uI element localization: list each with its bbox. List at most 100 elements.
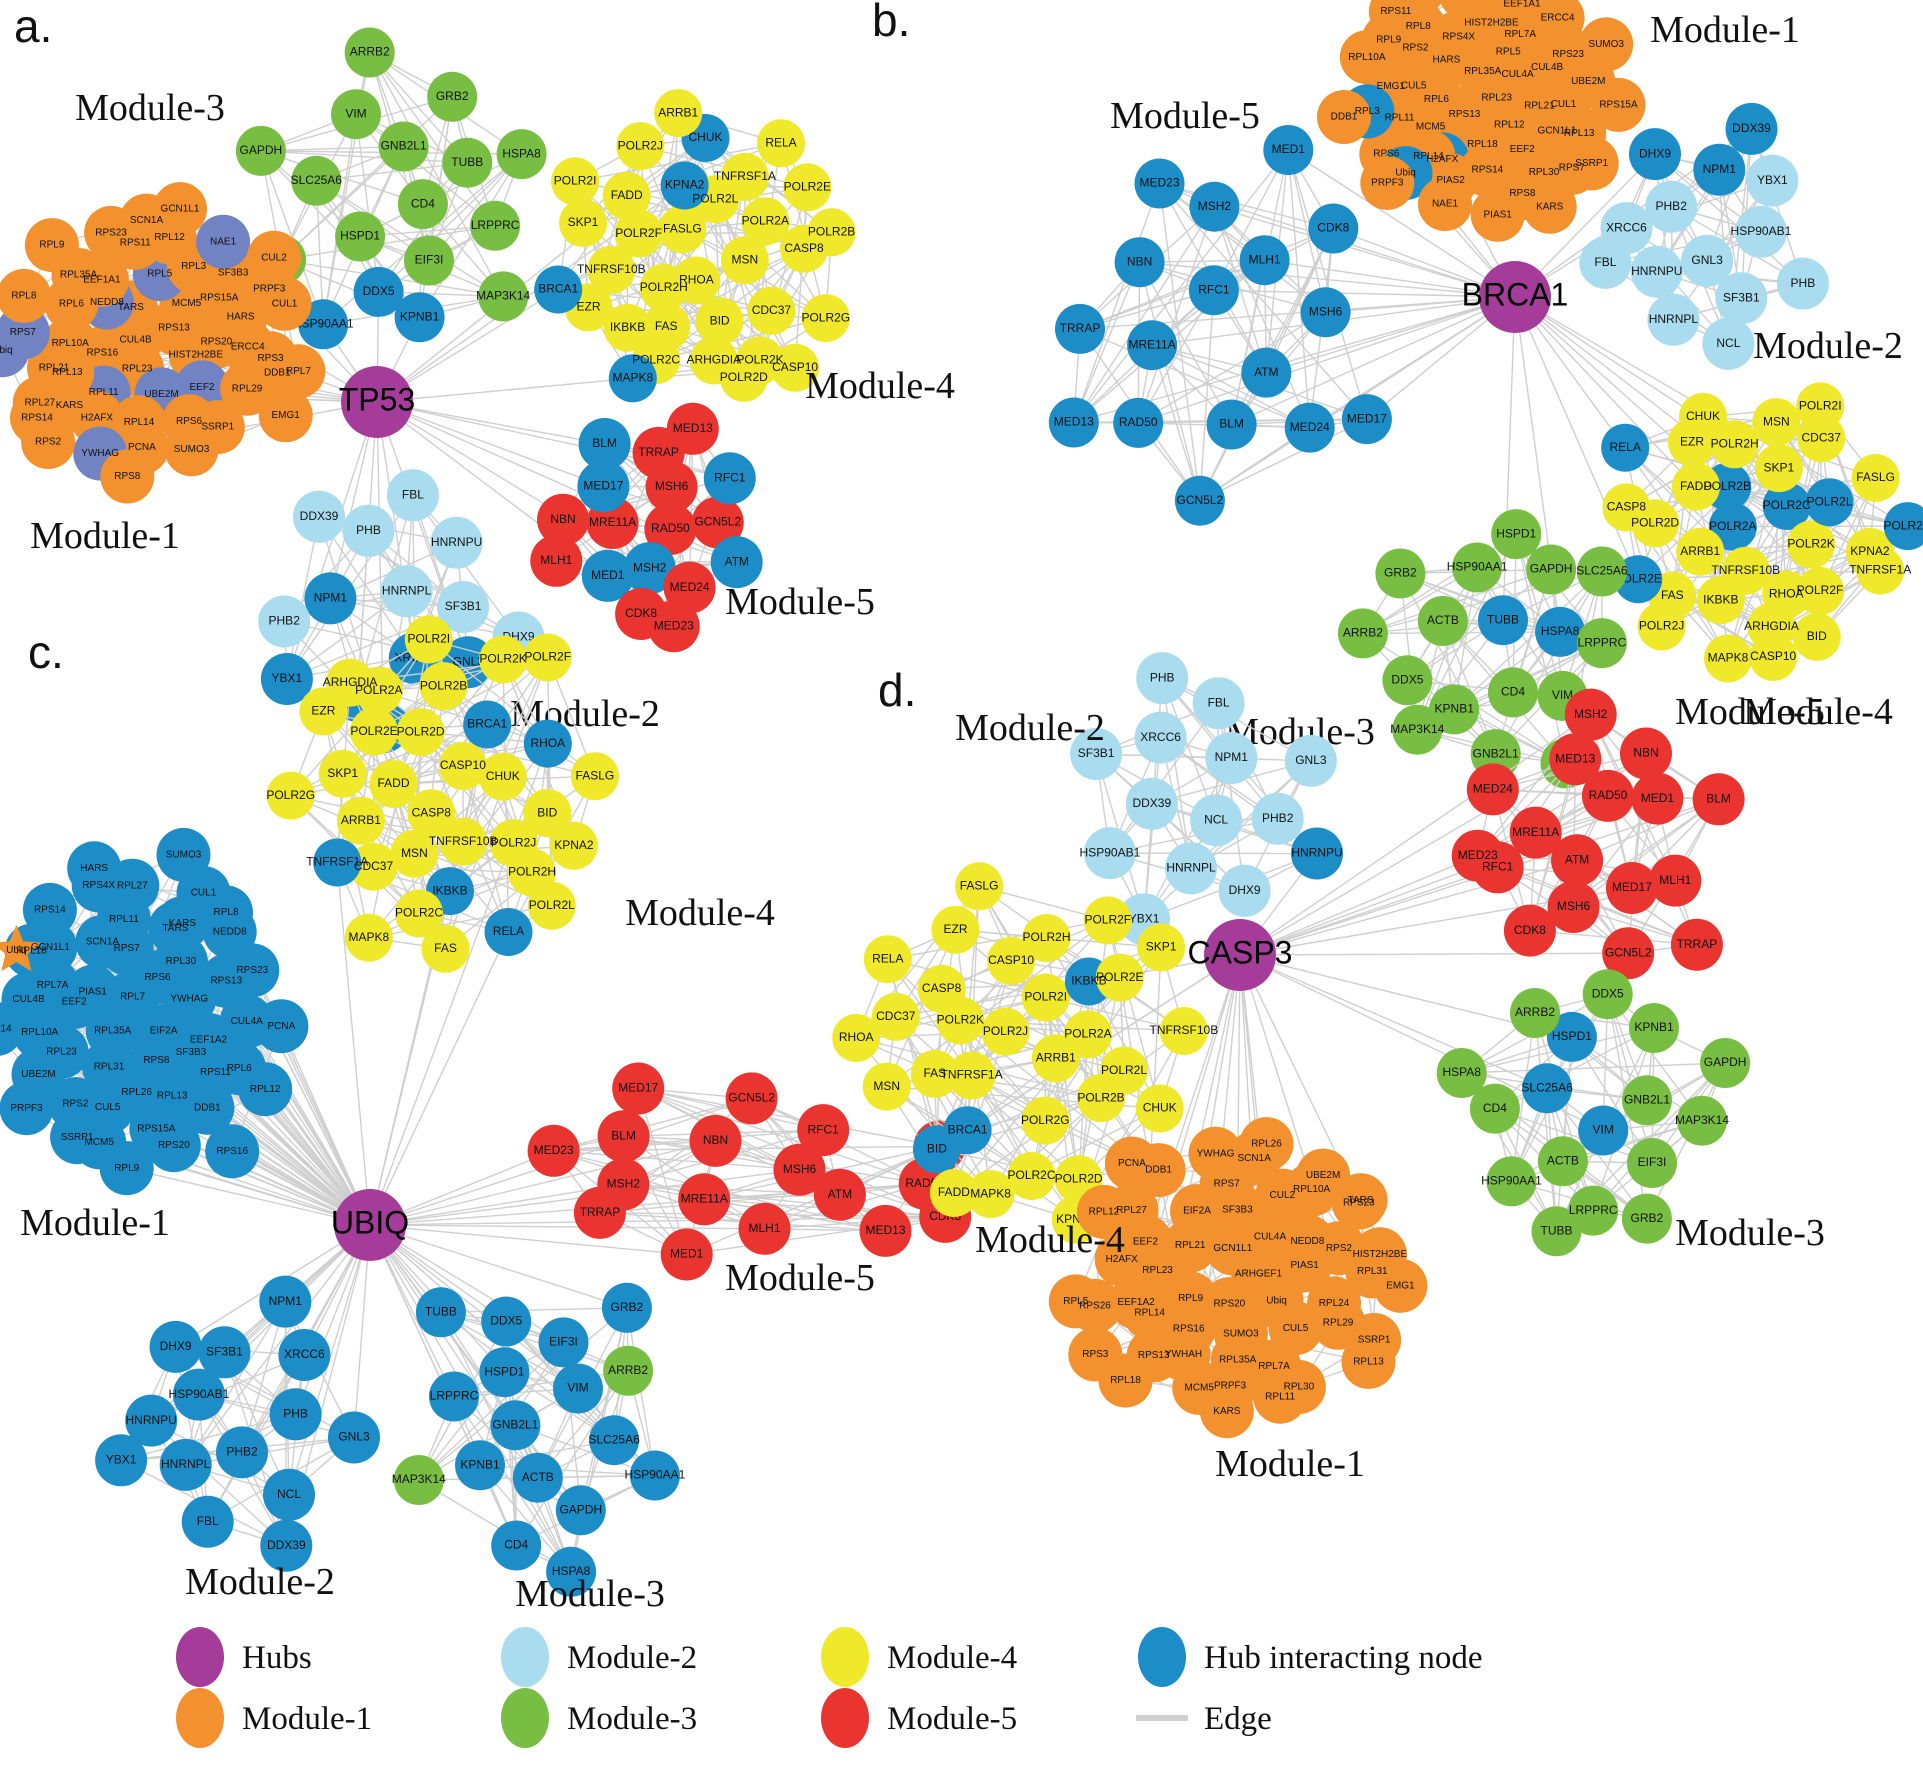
- node-label-RPS16: RPS16: [216, 1146, 248, 1157]
- node-label-RPL21: RPL21: [1175, 1240, 1206, 1251]
- node-label-RPL35A: RPL35A: [94, 1025, 132, 1036]
- node-label-CDC37: CDC37: [752, 303, 792, 317]
- node-label-FBL: FBL: [402, 487, 424, 501]
- node-label-POLR2I: POLR2I: [407, 632, 450, 646]
- node-label-POLR2G: POLR2G: [801, 310, 850, 324]
- node-label-MCM5: MCM5: [1184, 1383, 1214, 1394]
- node-label-SCN1A: SCN1A: [1238, 1153, 1272, 1164]
- node-label-POLR2K: POLR2K: [1787, 537, 1834, 551]
- node-label-POLR2A: POLR2A: [1709, 519, 1756, 533]
- node-label-BID: BID: [1807, 629, 1827, 643]
- node-label-RPL6: RPL6: [1424, 94, 1449, 105]
- node-label-CD4: CD4: [1483, 1101, 1507, 1115]
- node-label-NBN: NBN: [703, 1133, 728, 1147]
- node-label-RPS15A: RPS15A: [200, 292, 239, 303]
- node-label-BRCA1: BRCA1: [948, 1122, 988, 1136]
- node-label-KARS: KARS: [56, 400, 84, 411]
- node-label-RPL23: RPL23: [46, 1046, 77, 1057]
- node-label-GNL3: GNL3: [338, 1430, 370, 1444]
- node-label-HSPD1: HSPD1: [1552, 1029, 1592, 1043]
- node-label-POLR2B: POLR2B: [1077, 1090, 1124, 1104]
- node-label-RPL27: RPL27: [117, 880, 148, 891]
- node-label-POLR2H: POLR2H: [1022, 930, 1070, 944]
- node-label-RPS15A: RPS15A: [137, 1124, 176, 1135]
- node-label-RPS16: RPS16: [1173, 1324, 1205, 1335]
- node-label-POLR2F: POLR2F: [615, 226, 662, 240]
- node-label-RPL14: RPL14: [1413, 151, 1444, 162]
- panel-letter-a: a.: [14, 0, 52, 52]
- node-label-EEF2: EEF2: [1510, 144, 1535, 155]
- node-label-RPL23: RPL23: [1142, 1265, 1173, 1276]
- node-label-MED13: MED13: [1555, 751, 1595, 765]
- node-label-MRE11A: MRE11A: [1512, 825, 1559, 839]
- legend-label: Module-5: [887, 1701, 1017, 1737]
- node-label-KARS: KARS: [169, 918, 197, 929]
- node-label-HARS: HARS: [227, 312, 255, 323]
- node-label-PIAS1: PIAS1: [1484, 209, 1513, 220]
- node-label-HNRNPU: HNRNPU: [431, 535, 482, 549]
- hub-label-TP53: TP53: [339, 381, 415, 417]
- node-label-RPS16: RPS16: [87, 348, 119, 359]
- node-label-TUBB: TUBB: [451, 155, 483, 169]
- legend-item-module-5: Module-5: [821, 1688, 1017, 1748]
- node-label-MAPK8: MAPK8: [612, 370, 653, 384]
- node-label-RPS23: RPS23: [1552, 49, 1584, 60]
- node-label-KARS: KARS: [1536, 201, 1564, 212]
- node-label-FBL: FBL: [197, 1514, 219, 1528]
- node-label-MED24: MED24: [670, 580, 710, 594]
- node-label-DDB1: DDB1: [1331, 112, 1358, 123]
- module-label-c-module-2: Module-2: [185, 1561, 335, 1603]
- node-label-RPL12: RPL12: [250, 1084, 281, 1095]
- node-label-DDX39: DDX39: [267, 1538, 306, 1552]
- node-label-DDX39: DDX39: [1132, 796, 1171, 810]
- node-label-POLR2D: POLR2D: [1631, 515, 1679, 529]
- panel-a: CD4HSPD1GNB2L1EIF3ISLC25A6TUBBDDX5VIMLRP…: [0, 0, 955, 753]
- node-label-CASP8: CASP8: [1607, 500, 1647, 514]
- node-label-HNRNPU: HNRNPU: [126, 1413, 177, 1427]
- node-label-RPS23: RPS23: [95, 228, 127, 239]
- nodes: NCLDDX39NPM1HNRNPLXRCC6PHB2HSP90AB1FBLDH…: [832, 652, 1750, 1438]
- node-label-GRB2: GRB2: [1384, 566, 1417, 580]
- node-label-GAPDH: GAPDH: [1530, 562, 1573, 576]
- node-label-EZR: EZR: [944, 922, 968, 936]
- node-label-SCN1A: SCN1A: [130, 215, 164, 226]
- node-label-SSRP1: SSRP1: [201, 422, 234, 433]
- node-label-DDB1: DDB1: [1145, 1165, 1172, 1176]
- node-label-NPM1: NPM1: [1703, 162, 1737, 176]
- node-label-SLC25A6: SLC25A6: [588, 1432, 640, 1446]
- node-label-RPL8: RPL8: [11, 291, 36, 302]
- node-label-EIF2A: EIF2A: [150, 1026, 178, 1037]
- node-label-RPL26: RPL26: [1251, 1139, 1282, 1150]
- node-label-MSN: MSN: [873, 1079, 900, 1093]
- node-label-SSRP1: SSRP1: [1575, 158, 1608, 169]
- node-label-MSH2: MSH2: [633, 560, 667, 574]
- node-label-GCN1L1: GCN1L1: [1213, 1243, 1252, 1254]
- node-label-RPL14: RPL14: [124, 417, 155, 428]
- node-label-CUL1: CUL1: [191, 888, 217, 899]
- node-label-GRB2: GRB2: [436, 89, 469, 103]
- node-label-RPL27: RPL27: [25, 398, 56, 409]
- node-label-EEF1A2: EEF1A2: [190, 1035, 228, 1046]
- node-label-SUMO3: SUMO3: [166, 850, 202, 861]
- node-label-HSP90AB1: HSP90AB1: [1080, 845, 1141, 859]
- panel-letter-c: c.: [28, 626, 64, 678]
- module-label-d-module-3: Module-3: [1675, 1212, 1825, 1254]
- node-label-GCN5L2: GCN5L2: [1605, 945, 1652, 959]
- node-label-HARS: HARS: [1433, 55, 1461, 66]
- node-label-FADD: FADD: [377, 776, 409, 790]
- panel-letter-d: d.: [878, 664, 916, 716]
- node-label-Ubiq: Ubiq: [1266, 1296, 1287, 1307]
- legend-label: Hub interacting node: [1204, 1640, 1483, 1676]
- node-label-RPS2: RPS2: [62, 1099, 89, 1110]
- node-label-MAP3K14: MAP3K14: [1675, 1113, 1729, 1127]
- node-label-YWHAH: YWHAH: [1165, 1349, 1202, 1360]
- node-label-MSN: MSN: [1763, 414, 1790, 428]
- node-label-RPL23: RPL23: [1481, 93, 1512, 104]
- node-label-NAE1: NAE1: [210, 236, 237, 247]
- node-label-CDK8: CDK8: [1317, 221, 1349, 235]
- node-label-RPS8: RPS8: [1509, 188, 1536, 199]
- node-label-NAE1: NAE1: [1432, 199, 1459, 210]
- node-label-FASLG: FASLG: [1856, 470, 1895, 484]
- node-label-CHUK: CHUK: [1686, 409, 1720, 423]
- node-label-KPNB1: KPNB1: [400, 309, 440, 323]
